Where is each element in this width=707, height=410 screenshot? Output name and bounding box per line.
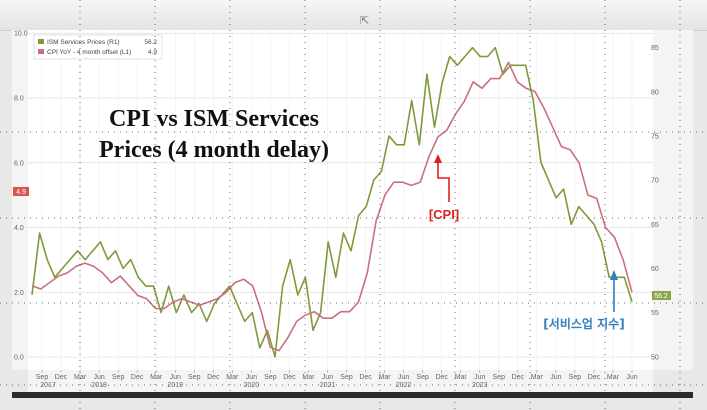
x-year-label: 2019 [167, 382, 183, 389]
y-right-tick-label: 80 [651, 89, 659, 96]
services-annotation: [서비스업 지수] [543, 270, 625, 331]
y-right-tick-label: 70 [651, 178, 659, 185]
y-right-tick-label: 50 [651, 354, 659, 361]
x-month-label: Jun [398, 374, 409, 381]
y-left-tick-label: 4.0 [14, 225, 24, 232]
x-month-label: Sep [188, 374, 201, 381]
y-left-tick-label: 0.0 [14, 355, 24, 362]
x-month-label: Dec [435, 374, 448, 381]
x-month-label: Dec [55, 374, 68, 381]
end-badge-cpi: 4.9 [13, 187, 29, 196]
end-badge-ism-box [652, 291, 671, 300]
x-month-label: Jun [550, 374, 561, 381]
x-month-label: Mar [379, 374, 392, 381]
y-left-tick-label: 6.0 [14, 160, 24, 167]
right-y-axis: 85 80 75 70 65 60 55 50 [651, 45, 659, 361]
gridlines [28, 30, 653, 370]
x-year-label: 2021 [320, 382, 336, 389]
y-right-tick-label: 55 [651, 310, 659, 317]
x-month-label: Sep [493, 374, 506, 381]
x-month-label: Sep [569, 374, 582, 381]
cpi-annotation-label: [CPI] [429, 207, 459, 222]
y-right-tick-label: 65 [651, 222, 659, 229]
x-year-label: 2023 [472, 382, 488, 389]
end-badge-cpi-value: 4.9 [16, 189, 26, 196]
x-month-label: Sep [36, 374, 49, 381]
legend: ISM Services Prices (R1) 56.2 CPI YoY - … [33, 34, 163, 60]
series-line-ism-services-prices [31, 46, 633, 358]
legend-swatch-cpi [38, 49, 44, 54]
chart-title-line-2: Prices (4 month delay) [99, 137, 329, 163]
x-year-label: 2020 [244, 382, 260, 389]
x-month-label: Dec [131, 374, 144, 381]
cpi-arrowhead [434, 154, 442, 163]
y-right-tick-label: 75 [651, 133, 659, 140]
end-badge-cpi-box [13, 187, 29, 196]
x-month-label: Jun [93, 374, 104, 381]
left-axis-panel [12, 30, 28, 370]
chart-title-line-1: CPI vs ISM Services [109, 106, 319, 132]
y-left-tick-label: 8.0 [14, 96, 24, 103]
y-right-tick-label: 60 [651, 266, 659, 273]
y-left-tick-label: 10.0 [14, 31, 28, 38]
chart-panel [28, 30, 653, 370]
x-month-label: Mar [607, 374, 620, 381]
x-month-label: Mar [74, 374, 87, 381]
x-month-label: Jun [626, 374, 637, 381]
series-line-cpi-yoy [31, 61, 633, 352]
x-month-label: Dec [359, 374, 372, 381]
x-month-label: Mar [531, 374, 544, 381]
x-month-label: Jun [322, 374, 333, 381]
services-annotation-label: [서비스업 지수] [543, 316, 624, 331]
x-month-label: Jun [246, 374, 257, 381]
x-month-label: Dec [588, 374, 601, 381]
x-month-label: Sep [112, 374, 125, 381]
x-month-label: Mar [226, 374, 239, 381]
x-month-label: Jun [170, 374, 181, 381]
x-axis: Sep Dec Mar Jun Sep Dec Mar Jun Sep Dec Mar Jun Sep D… [36, 370, 638, 389]
x-month-label: Jun [474, 374, 485, 381]
x-axis-panel [28, 370, 653, 392]
cpi-annotation: [CPI] [429, 154, 459, 222]
x-month-label: Sep [416, 374, 429, 381]
x-month-label: Dec [512, 374, 525, 381]
x-month-label: Mar [150, 374, 163, 381]
right-axis-panel [653, 30, 693, 370]
x-month-label: Dec [283, 374, 296, 381]
x-month-label: Dec [207, 374, 220, 381]
legend-swatch-ism [38, 39, 44, 44]
left-y-axis: 10.0 8.0 6.0 4.0 2.0 0.0 [14, 31, 28, 362]
legend-value-cpi: 4.9 [148, 49, 157, 56]
series-lines [31, 46, 633, 358]
end-badge-ism: 56.2 [652, 291, 671, 300]
legend-value-ism: 56.2 [144, 39, 157, 46]
legend-box [33, 34, 163, 60]
y-right-tick-label: 85 [651, 45, 659, 52]
cursor-icon: ⇱ [360, 14, 370, 27]
x-year-label: 2022 [396, 382, 412, 389]
x-month-label: Sep [340, 374, 353, 381]
bottom-bar [12, 392, 693, 398]
x-month-label: Sep [264, 374, 277, 381]
cpi-arrow [437, 159, 450, 202]
x-month-label: Mar [302, 374, 315, 381]
legend-label-ism: ISM Services Prices (R1) [47, 39, 120, 46]
legend-label-cpi: CPI YoY - 4 month offset (L1) [47, 49, 131, 56]
x-year-label: 2018 [91, 382, 107, 389]
services-arrowhead [610, 270, 618, 280]
x-month-label: Mar [455, 374, 468, 381]
end-badge-ism-value: 56.2 [654, 293, 668, 300]
y-left-tick-label: 2.0 [14, 290, 24, 297]
